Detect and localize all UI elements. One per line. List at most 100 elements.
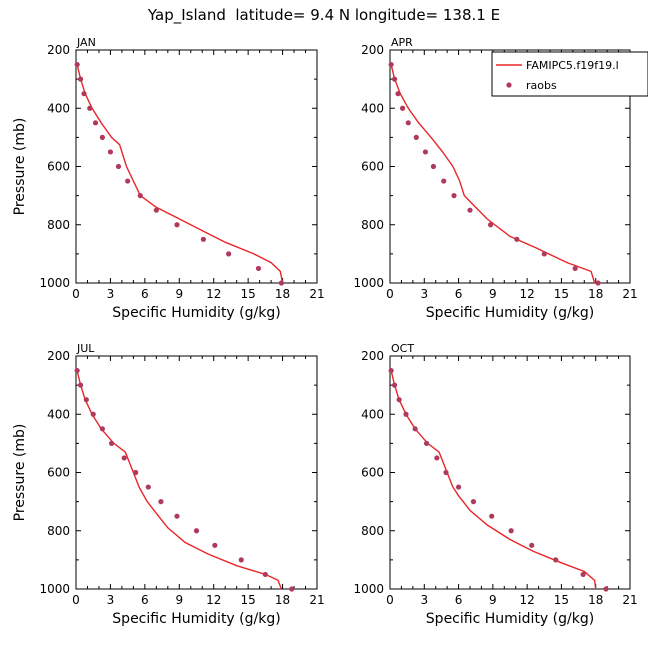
y-axis-title: Pressure (mb) xyxy=(12,118,28,216)
raobs-point xyxy=(529,542,535,548)
raobs-point xyxy=(87,105,93,111)
raobs-point xyxy=(399,105,406,111)
raobs-point xyxy=(193,528,200,534)
x-tick-label: 0 xyxy=(72,287,80,301)
legend-marker-swatch xyxy=(506,82,512,88)
raobs-point xyxy=(77,382,84,388)
legend-label-raobs: raobs xyxy=(526,79,557,92)
x-tick-label: 18 xyxy=(275,287,290,301)
y-tick-label: 600 xyxy=(47,466,70,480)
panel-jan: JAN 0 3 6 9 12 15 18 21 200 400 600 800 1000 Specific … xyxy=(12,36,325,321)
raobs-point xyxy=(434,455,440,461)
x-tick-label: 15 xyxy=(241,593,256,607)
raobs-point xyxy=(470,499,477,505)
y-tick-label: 1000 xyxy=(353,276,384,290)
panel-jul: JUL 0 3 6 9 12 15 18 21 200 400 600 800 1000 Specific … xyxy=(12,342,325,627)
raobs-point xyxy=(441,178,447,184)
x-axis-title: Specific Humidity (g/kg) xyxy=(426,305,594,321)
raobs-point xyxy=(395,91,401,97)
raobs-point xyxy=(541,251,547,257)
raobs-point xyxy=(226,251,232,257)
raobs-point xyxy=(595,280,601,286)
x-tick-label: 9 xyxy=(489,287,497,301)
x-tick-label: 18 xyxy=(275,593,290,607)
panel-label: JAN xyxy=(76,36,96,49)
raobs-point xyxy=(430,163,437,170)
plot-frame xyxy=(75,49,318,284)
x-tick-label: 12 xyxy=(520,593,535,607)
raobs-point xyxy=(74,61,80,68)
raobs-point xyxy=(489,513,495,519)
x-tick-label: 12 xyxy=(520,287,535,301)
y-tick-label: 200 xyxy=(47,349,70,363)
raobs-point xyxy=(388,61,394,68)
raobs-point xyxy=(200,236,206,242)
series-line-model xyxy=(76,64,284,284)
x-tick-label: 15 xyxy=(554,287,569,301)
legend-label-model: FAMIPC5.f19f19.l xyxy=(526,59,619,72)
raobs-point xyxy=(603,586,609,592)
panel-oct: OCT 0 3 6 9 12 15 18 21 200 400 600 800 1000 Specific … xyxy=(353,342,637,627)
raobs-point xyxy=(403,411,409,417)
panel-label: JUL xyxy=(76,342,95,355)
legend: FAMIPC5.f19f19.l raobs xyxy=(491,51,648,97)
raobs-point xyxy=(487,222,494,228)
raobs-point xyxy=(115,163,122,170)
raobs-point xyxy=(553,557,559,563)
raobs-point xyxy=(388,367,394,374)
raobs-point xyxy=(125,178,131,184)
x-tick-label: 21 xyxy=(622,287,637,301)
x-tick-label: 3 xyxy=(107,593,115,607)
x-tick-label: 18 xyxy=(588,287,603,301)
raobs-point xyxy=(107,149,114,155)
series-line-model xyxy=(76,370,283,590)
x-tick-label: 9 xyxy=(175,593,183,607)
x-tick-label: 6 xyxy=(455,593,463,607)
x-tick-label: 6 xyxy=(455,287,463,301)
x-tick-label: 3 xyxy=(420,593,428,607)
x-tick-label: 6 xyxy=(141,593,149,607)
x-tick-label: 3 xyxy=(420,287,428,301)
raobs-point xyxy=(423,440,430,446)
raobs-point xyxy=(412,426,418,432)
x-tick-label: 18 xyxy=(588,593,603,607)
raobs-point xyxy=(467,207,473,213)
raobs-point xyxy=(422,149,429,155)
raobs-point xyxy=(580,571,586,578)
y-tick-label: 400 xyxy=(361,101,384,115)
raobs-point xyxy=(391,76,398,82)
raobs-point xyxy=(99,134,105,140)
raobs-point xyxy=(158,499,164,505)
y-tick-label: 600 xyxy=(361,466,384,480)
y-tick-label: 200 xyxy=(361,43,384,57)
raobs-point xyxy=(174,222,180,228)
page-title: Yap_Island latitude= 9.4 N longitude= 13… xyxy=(147,6,501,24)
x-tick-label: 12 xyxy=(206,287,221,301)
raobs-point xyxy=(121,455,127,461)
raobs-point xyxy=(443,469,449,476)
raobs-point xyxy=(391,382,398,388)
x-tick-label: 3 xyxy=(107,287,115,301)
x-tick-label: 0 xyxy=(386,593,394,607)
y-tick-label: 1000 xyxy=(39,582,70,596)
raobs-point xyxy=(455,484,462,490)
y-tick-label: 800 xyxy=(47,524,70,538)
y-tick-label: 600 xyxy=(47,160,70,174)
raobs-point xyxy=(90,411,96,417)
raobs-point xyxy=(92,120,99,126)
raobs-point xyxy=(255,265,262,272)
y-tick-label: 1000 xyxy=(353,582,384,596)
plot-frame xyxy=(75,355,318,590)
raobs-point xyxy=(289,586,295,592)
raobs-point xyxy=(74,367,80,374)
plot-frame xyxy=(389,355,631,590)
x-tick-label: 21 xyxy=(309,593,324,607)
x-tick-label: 0 xyxy=(386,287,394,301)
raobs-point xyxy=(514,236,520,242)
y-tick-label: 800 xyxy=(361,524,384,538)
y-tick-label: 800 xyxy=(361,218,384,232)
raobs-point xyxy=(262,571,268,578)
raobs-point xyxy=(153,207,159,213)
y-tick-label: 200 xyxy=(47,43,70,57)
